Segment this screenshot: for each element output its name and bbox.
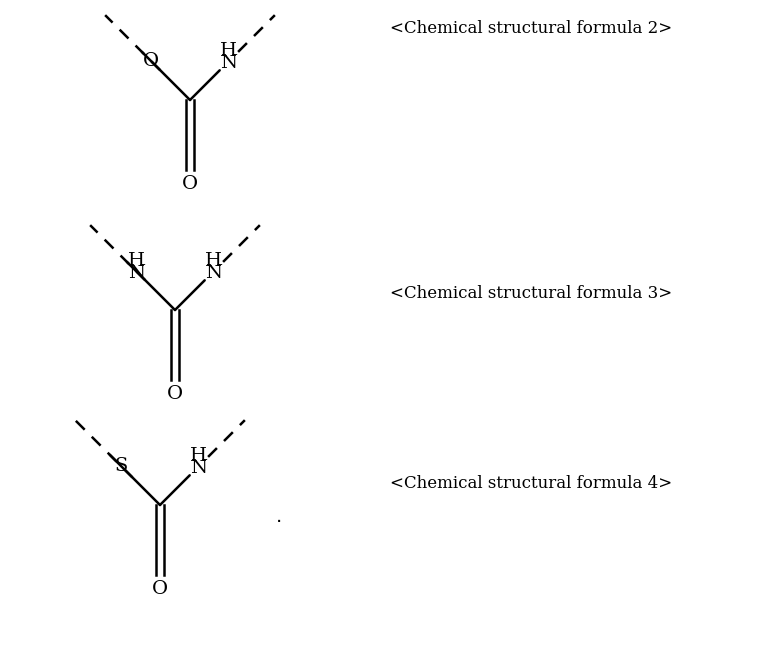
Text: O: O	[143, 52, 159, 70]
Text: N: N	[205, 264, 222, 282]
Text: H: H	[205, 252, 222, 270]
Text: H: H	[128, 252, 145, 270]
Text: <Chemical structural formula 4>: <Chemical structural formula 4>	[390, 475, 672, 492]
Text: H: H	[190, 447, 207, 465]
Text: N: N	[221, 54, 237, 72]
Text: .: .	[276, 507, 282, 525]
Text: O: O	[152, 580, 168, 598]
Text: N: N	[128, 264, 145, 282]
Text: O: O	[182, 175, 198, 193]
Text: N: N	[190, 459, 207, 477]
Text: <Chemical structural formula 2>: <Chemical structural formula 2>	[390, 20, 672, 37]
Text: <Chemical structural formula 3>: <Chemical structural formula 3>	[390, 285, 672, 302]
Text: S: S	[114, 457, 128, 475]
Text: H: H	[221, 42, 237, 60]
Text: O: O	[167, 385, 183, 403]
